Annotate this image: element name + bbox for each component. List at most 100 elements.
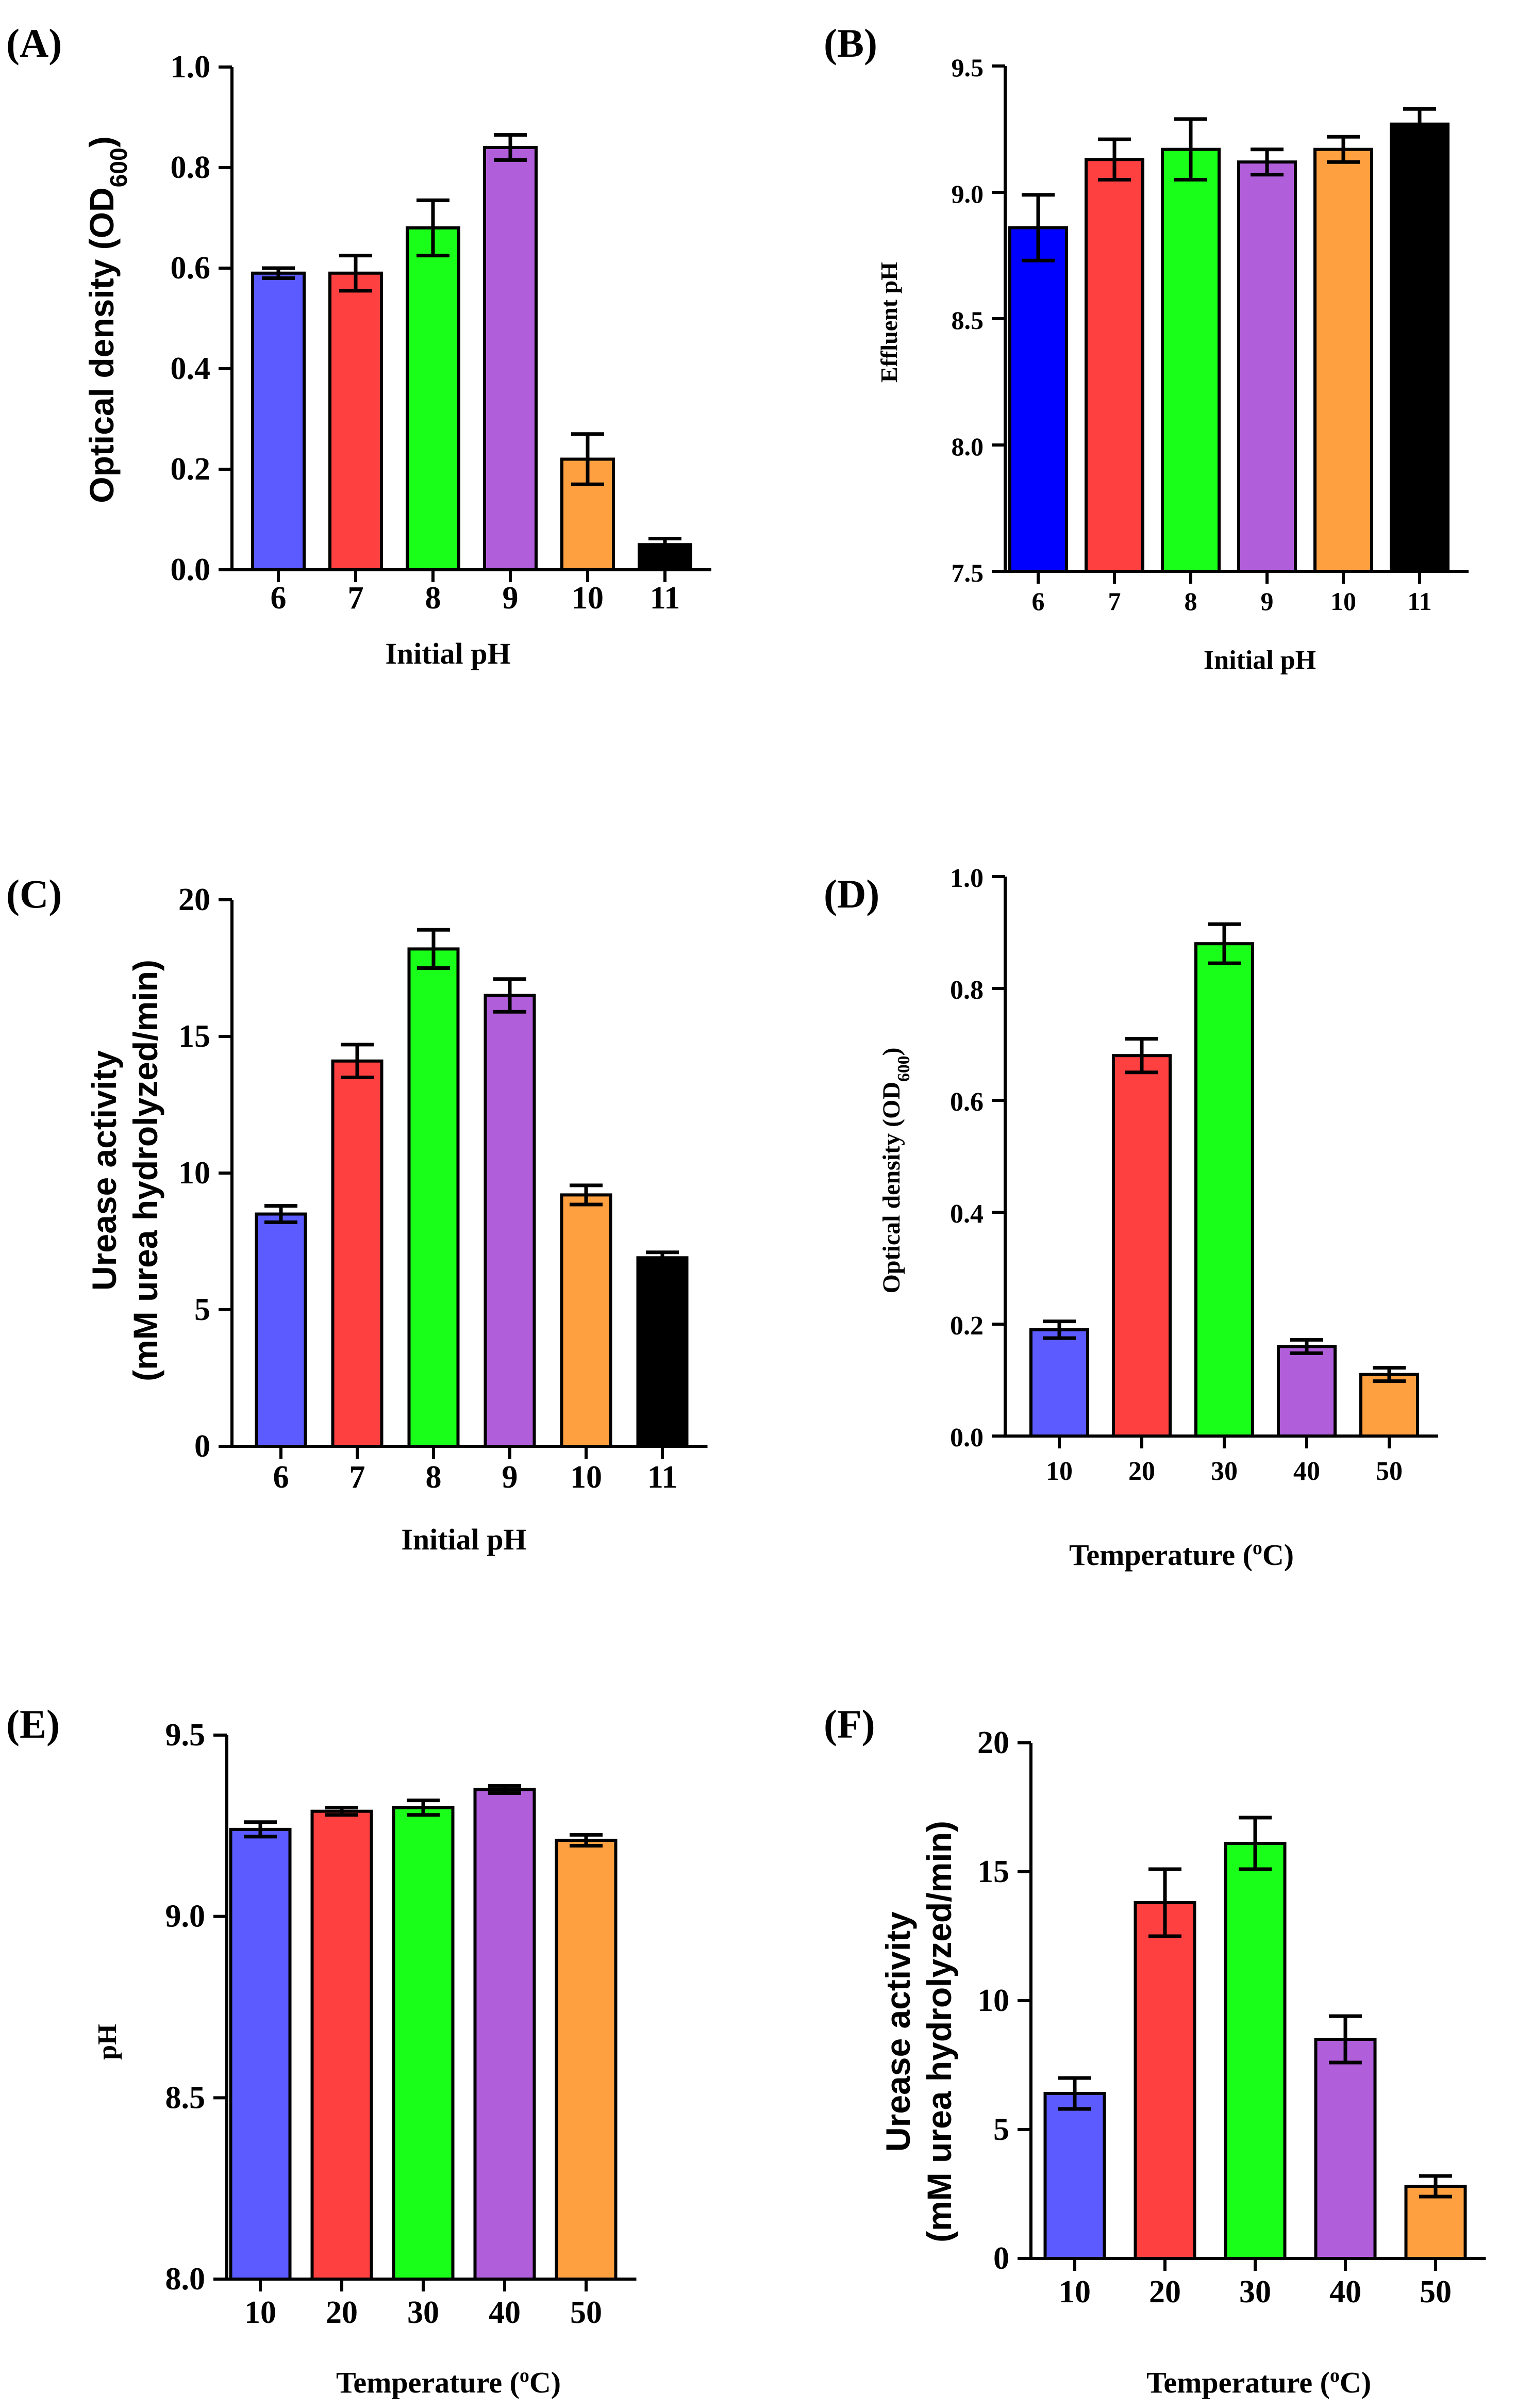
- bar-30: [1224, 1842, 1287, 2260]
- x-axis-title: Temperature (oC): [1146, 2365, 1371, 2399]
- x-tick-label: 40: [489, 2295, 521, 2330]
- bar-20: [1134, 1901, 1196, 2260]
- panel-label: (D): [824, 871, 879, 916]
- bar-9: [484, 994, 536, 1448]
- x-tick-label: 9: [1261, 587, 1274, 616]
- y-tick-label: 0: [194, 1429, 210, 1464]
- panel-label: (E): [6, 1702, 60, 1746]
- bar-8: [407, 947, 460, 1448]
- bar-10: [1029, 1328, 1089, 1438]
- y-tick-label: 0.0: [950, 1423, 984, 1453]
- error-bar-11: [646, 1250, 679, 1265]
- error-bar-8: [417, 928, 450, 970]
- bar-30: [1194, 942, 1254, 1438]
- error-bar-9: [494, 133, 527, 162]
- y-tick-label: 0.2: [950, 1311, 984, 1341]
- error-bar-7: [341, 1043, 374, 1079]
- y-tick-label: 15: [178, 1019, 210, 1054]
- error-bar-40: [488, 1784, 521, 1795]
- y-tick-label: 0.8: [950, 976, 984, 1005]
- marks: 8.0 8.5 9.0 9.5 10 20 30 40 50: [165, 1718, 637, 2330]
- y-tick-label: 10: [178, 1156, 210, 1191]
- error-bar-10: [1327, 135, 1360, 164]
- x-axis-title: Initial pH: [1204, 646, 1316, 675]
- panel-label: (F): [824, 1702, 875, 1746]
- bar-10: [1043, 2092, 1106, 2260]
- marks: 7.5 8.0 8.5 9.0 9.5 6 7 8 9 10 11: [952, 53, 1469, 616]
- error-bar-10: [1043, 1320, 1076, 1340]
- bar-11: [636, 1256, 689, 1448]
- bar-10: [229, 1827, 292, 2281]
- error-bar-50: [570, 1833, 603, 1848]
- marks: 0.0 0.2 0.4 0.6 0.8 1.0 10 20 30 40 50: [950, 864, 1438, 1486]
- y-tick-label: 0.0: [171, 552, 211, 587]
- x-tick-label: 40: [1293, 1457, 1320, 1486]
- error-bar-40: [1329, 2014, 1362, 2065]
- y-tick-label: 1.0: [171, 50, 211, 85]
- y-axis-title-line2: (mM urea hydrolyzed/min): [920, 1821, 958, 2242]
- bar-6: [1008, 226, 1068, 573]
- y-tick-label: 20: [178, 882, 210, 917]
- panel-a: (A) Optical density (OD600) Initial pH 0…: [6, 21, 711, 670]
- marks: 0 5 10 15 20 6 7 8 9 10 11: [178, 882, 708, 1495]
- x-tick-label: 10: [244, 2295, 276, 2330]
- x-tick-label: 8: [425, 581, 441, 616]
- error-bar-30: [1239, 1816, 1272, 1871]
- error-bar-30: [407, 1799, 440, 1817]
- marks: 0.0 0.2 0.4 0.6 0.8 1.0 6 7 8 9 10 11: [171, 50, 711, 616]
- y-tick-label: 9.0: [165, 1899, 206, 1934]
- bar-40: [1314, 2038, 1377, 2260]
- x-tick-label: 10: [1046, 1457, 1073, 1486]
- bar-9: [1237, 160, 1297, 573]
- panel-label: (A): [6, 21, 62, 65]
- x-tick-label: 50: [1420, 2274, 1452, 2310]
- y-tick-label: 0.4: [950, 1199, 984, 1229]
- y-axis-title: Effluent pH: [876, 262, 902, 383]
- y-tick-label: 15: [977, 1854, 1009, 1889]
- bar-11: [1390, 122, 1450, 573]
- x-tick-label: 30: [407, 2295, 439, 2330]
- bar-40: [473, 1788, 536, 2281]
- y-tick-label: 0.8: [171, 150, 211, 185]
- panel-label: (C): [6, 871, 62, 916]
- error-bar-8: [417, 198, 449, 258]
- bar-8: [1161, 147, 1221, 573]
- bar-30: [392, 1806, 455, 2281]
- error-bar-20: [1148, 1867, 1181, 1938]
- bar-6: [255, 1212, 307, 1448]
- bar-6: [251, 271, 306, 571]
- y-tick-label: 0.6: [950, 1087, 984, 1117]
- panel-c: (C) Urease activity (mM urea hydrolyzed/…: [6, 871, 708, 1556]
- y-axis-title: Optical density (OD600): [82, 136, 132, 503]
- y-tick-label: 7.5: [952, 558, 984, 587]
- bar-10: [1313, 147, 1373, 573]
- panel-d: (D) Optical density (OD600) Temperature …: [824, 864, 1438, 1572]
- x-tick-label: 11: [1407, 587, 1431, 616]
- y-tick-label: 20: [977, 1725, 1009, 1760]
- error-bar-10: [1058, 2076, 1091, 2111]
- x-tick-label: 7: [1108, 587, 1121, 616]
- y-axis-title-line1: Urease activity: [879, 1911, 917, 2152]
- y-tick-label: 5: [993, 2112, 1009, 2147]
- x-tick-label: 6: [1032, 587, 1045, 616]
- x-tick-label: 9: [502, 1460, 518, 1495]
- x-tick-label: 6: [271, 581, 287, 616]
- y-tick-label: 9.0: [952, 179, 984, 208]
- y-tick-label: 8.0: [952, 432, 984, 461]
- y-tick-label: 0.4: [171, 351, 211, 386]
- y-axis-title: pH: [93, 2024, 122, 2059]
- x-tick-label: 11: [650, 581, 680, 616]
- bar-7: [328, 271, 383, 571]
- x-tick-label: 10: [1059, 2274, 1091, 2310]
- x-tick-label: 30: [1211, 1457, 1238, 1486]
- panel-f: (F) Urease activity (mM urea hydrolyzed/…: [824, 1702, 1486, 2399]
- error-bar-30: [1208, 922, 1241, 965]
- x-axis-title: Initial pH: [401, 1523, 526, 1556]
- error-bar-7: [339, 254, 372, 293]
- error-bar-6: [262, 266, 295, 280]
- bar-7: [331, 1059, 384, 1448]
- x-axis-title: Temperature (oC): [336, 2365, 561, 2399]
- error-bar-6: [264, 1204, 297, 1224]
- x-tick-label: 10: [1330, 587, 1356, 616]
- error-bar-20: [325, 1806, 358, 1817]
